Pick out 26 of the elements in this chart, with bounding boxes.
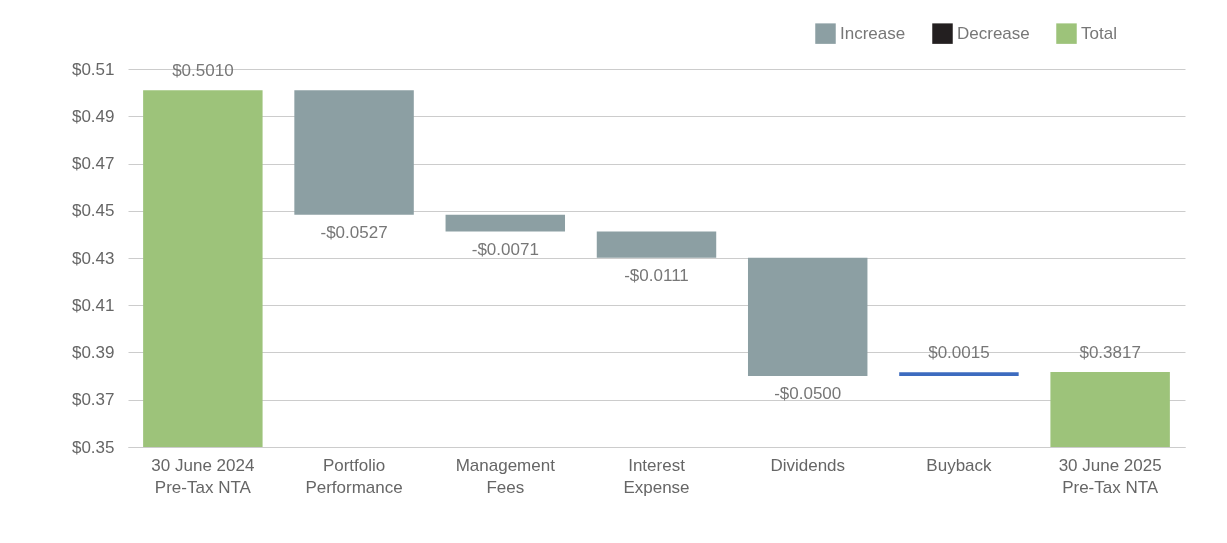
x-tick-label: Buyback [926,455,993,475]
y-tick-label: $0.35 [71,437,115,457]
data-label: -$0.0111 [624,265,689,285]
x-tick-label: 30 June 2024 Pre-Tax NTA [151,455,255,497]
x-tick-label: Interest Expense [623,455,690,497]
x-tick-label: Portfolio Performance [305,455,403,497]
data-label: -$0.0527 [320,222,388,242]
y-tick-label: $0.41 [71,295,115,315]
x-tick-label: Dividends [770,455,846,475]
y-tick-label: $0.43 [71,248,115,268]
y-tick-label: $0.39 [71,343,115,362]
data-label: $0.5010 [172,61,234,81]
legend-label: Total [1081,23,1117,43]
y-tick-label: $0.37 [71,390,115,410]
y-tick-label: $0.45 [71,201,115,221]
data-label: -$0.0500 [774,383,842,403]
data-label: $0.3817 [1079,343,1141,363]
legend-label: Increase [840,23,906,43]
legend-label: Decrease [957,23,1030,43]
data-label: -$0.0071 [471,239,539,259]
y-tick-label: $0.47 [71,154,115,173]
y-tick-label: $0.51 [71,59,115,79]
y-tick-label: $0.49 [71,106,115,126]
x-tick-label: Management Fees [455,455,556,497]
data-label: $0.0015 [928,343,990,363]
x-tick-label: 30 June 2025 Pre-Tax NTA [1058,455,1162,497]
